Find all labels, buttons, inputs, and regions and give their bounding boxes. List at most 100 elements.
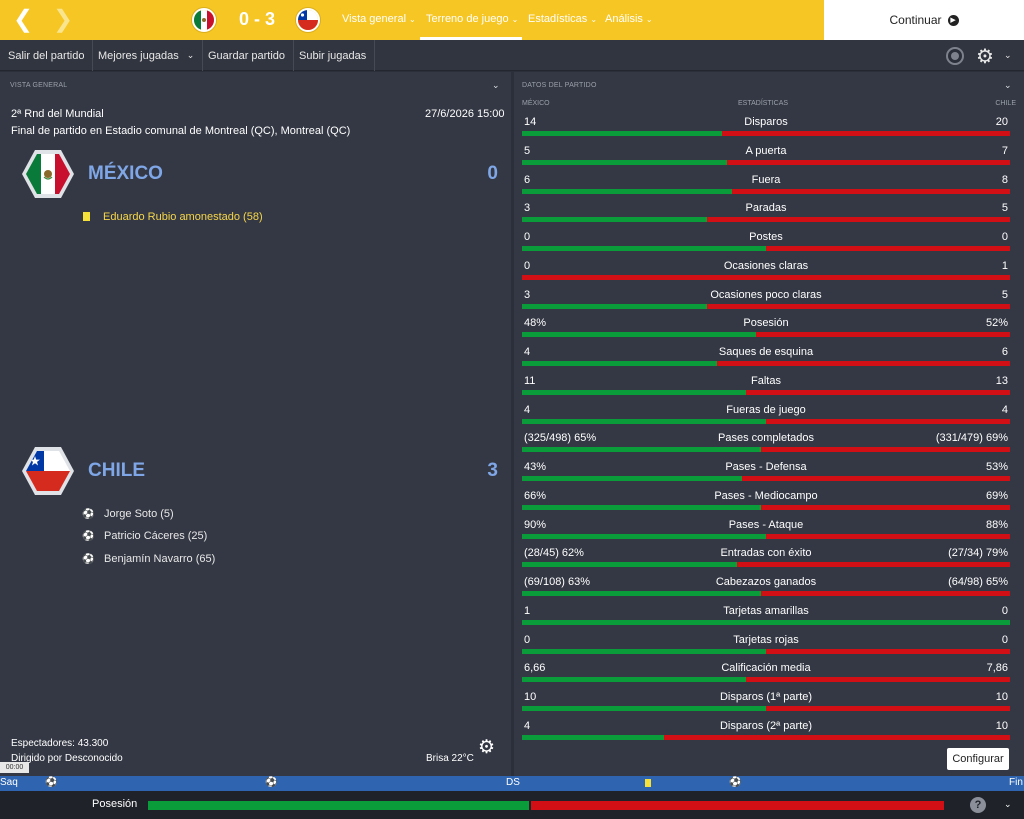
- chevron-down-icon[interactable]: ⌄: [1004, 799, 1012, 809]
- stat-home-value: 48%: [524, 317, 547, 330]
- gear-icon[interactable]: ⚙: [976, 46, 994, 68]
- continue-button[interactable]: Continuar ▶: [824, 0, 1024, 40]
- top-bar: ❮ ❯ 0 - 3 Vista general ⌄ Terreno de jueg…: [0, 0, 1024, 40]
- home-event-yellow-card: Eduardo Rubio amonestado (58): [82, 211, 263, 223]
- stat-name: Ocasiones poco claras: [710, 288, 822, 301]
- stat-home-value: 14: [524, 116, 537, 128]
- chevron-down-icon: ⌄: [409, 15, 416, 24]
- yellow-card-icon[interactable]: [645, 779, 651, 787]
- stat-home-share-fill: [522, 131, 722, 136]
- chevron-down-icon[interactable]: ⌄: [1004, 50, 1012, 60]
- stat-away-value: 69%: [985, 489, 1008, 502]
- stat-away-value: (64/98) 65%: [948, 576, 1008, 588]
- stat-home-value: (28/45) 62%: [524, 547, 584, 560]
- stat-comparison-bar: [522, 274, 1010, 280]
- stat-home-value: 90%: [524, 518, 547, 531]
- stat-home-share-fill: [522, 648, 766, 654]
- match-date: 27/6/2026 15:00: [425, 108, 505, 120]
- stat-row: 6 Fuera 8: [522, 172, 1010, 196]
- stat-home-share-fill: [522, 619, 1010, 625]
- menu-statistics[interactable]: Estadísticas ⌄: [528, 13, 597, 25]
- possession-label: Posesión: [92, 798, 138, 810]
- save-match-button[interactable]: Guardar partido: [200, 40, 295, 71]
- stat-comparison-bar: [522, 131, 1010, 136]
- stat-name: Saques de esquina: [718, 346, 814, 358]
- stat-away-value: 8: [1001, 173, 1008, 186]
- stat-row: 48% Posesión 52%: [522, 315, 1010, 339]
- ball-icon: ⚽: [82, 554, 95, 565]
- stat-home-value: 3: [524, 288, 531, 301]
- stat-row: 3 Ocasiones poco claras 5: [522, 287, 1010, 311]
- stat-away-value: 0: [1001, 633, 1008, 646]
- chevron-down-icon[interactable]: ⌄: [492, 80, 500, 90]
- chevron-down-icon: ⌄: [645, 15, 653, 24]
- away-team-name: CHILE: [88, 460, 145, 481]
- stat-home-share-fill: [522, 734, 664, 740]
- stat-name: Pases completados: [718, 432, 814, 445]
- stat-home-share-fill: [522, 706, 766, 711]
- stat-home-value: 66%: [524, 489, 547, 502]
- stat-home-value: 10: [524, 691, 537, 703]
- stat-name: Pases - Mediocampo: [714, 489, 818, 502]
- highlights-label: Mejores jugadas: [98, 49, 179, 62]
- stat-name: Disparos (1ª parte): [719, 691, 813, 703]
- stat-row: 5 A puerta 7: [522, 143, 1010, 167]
- forward-arrow-icon[interactable]: ❯: [52, 6, 74, 33]
- possession-home-fill: [148, 801, 530, 810]
- stat-home-value: 43%: [524, 461, 547, 473]
- event-text: Eduardo Rubio amonestado (58): [103, 211, 263, 223]
- menu-pitch[interactable]: Terreno de juego ⌄: [426, 13, 518, 25]
- stat-comparison-bar: [522, 246, 1010, 251]
- help-icon[interactable]: ?: [970, 797, 986, 813]
- stat-away-value: 20: [995, 116, 1008, 128]
- ball-icon[interactable]: ⚽: [265, 777, 278, 788]
- leave-match-button[interactable]: Salir del partido: [0, 40, 94, 71]
- stat-home-value: 6: [524, 173, 531, 186]
- stats-col-away: CHILE: [995, 100, 1016, 107]
- stat-home-share-fill: [522, 217, 707, 223]
- record-icon[interactable]: [946, 47, 964, 65]
- menu-analysis[interactable]: Análisis ⌄: [605, 13, 653, 25]
- stat-row: (69/108) 63% Cabezazos ganados (64/98) 65%: [522, 574, 1010, 598]
- stat-home-value: 1: [524, 604, 531, 617]
- stat-name: Tarjetas amarillas: [723, 604, 809, 617]
- stat-row: 4 Fueras de juego 4: [522, 402, 1010, 426]
- stat-home-share-fill: [522, 332, 756, 338]
- possession-bar-area: Posesión ? ⌄: [0, 791, 1024, 819]
- stat-comparison-bar: [522, 217, 1010, 223]
- referee: Dirigido por Desconocido: [11, 753, 123, 764]
- stat-home-share-fill: [522, 447, 761, 453]
- ball-icon[interactable]: ⚽: [729, 777, 742, 788]
- stat-away-value: 0: [1001, 231, 1008, 243]
- stat-name: Posesión: [743, 317, 789, 330]
- menu-overview[interactable]: Vista general ⌄: [342, 13, 416, 25]
- stat-away-value: 1: [1001, 259, 1008, 272]
- stat-row: 1 Tarjetas amarillas 0: [522, 603, 1010, 627]
- away-team-score: 3: [487, 460, 498, 481]
- stat-row: 6,66 Calificación media 7,86: [522, 660, 1010, 684]
- configure-button[interactable]: Configurar: [947, 748, 1009, 770]
- mexico-flag-icon: [192, 8, 216, 32]
- back-arrow-icon[interactable]: ❮: [12, 6, 34, 33]
- stat-home-value: (69/108) 63%: [524, 576, 591, 588]
- highlights-button[interactable]: Mejores jugadas ⌄: [90, 40, 204, 71]
- stat-away-value: 5: [1001, 288, 1008, 301]
- stat-comparison-bar: [522, 734, 1010, 740]
- stat-home-value: 5: [524, 144, 531, 157]
- overview-panel: VISTA GENERAL ⌄ 2ª Rnd del Mundial 27/6/…: [0, 72, 511, 776]
- ball-icon[interactable]: ⚽: [45, 777, 58, 788]
- chevron-down-icon[interactable]: ⌄: [1004, 80, 1012, 90]
- stat-row: 66% Pases - Mediocampo 69%: [522, 488, 1010, 512]
- match-timeline[interactable]: Saq ⚽ ⚽ DS ⚽ Fin: [0, 776, 1024, 791]
- match-stats-panel: DATOS DEL PARTIDO ⌄ MÉXICO ESTADÍSTICAS …: [514, 72, 1024, 776]
- stat-row: 14 Disparos 20: [522, 114, 1010, 138]
- stat-comparison-bar: [522, 159, 1010, 165]
- upload-highlights-button[interactable]: Subir jugadas: [291, 40, 376, 71]
- stat-row: 10 Disparos (1ª parte) 10: [522, 689, 1010, 713]
- stat-comparison-bar: [522, 303, 1010, 309]
- stat-home-share-fill: [522, 591, 761, 596]
- active-menu-indicator: [420, 37, 522, 40]
- stat-name: Disparos: [744, 116, 788, 128]
- stat-home-share-fill: [522, 159, 727, 165]
- stat-away-value: 10: [995, 719, 1008, 732]
